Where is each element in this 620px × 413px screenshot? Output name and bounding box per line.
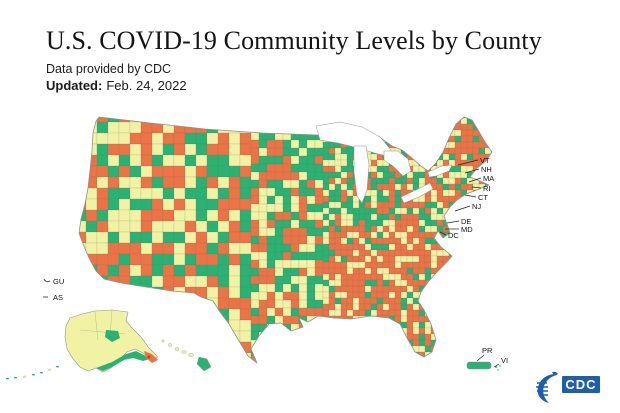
hawaii-island [161, 339, 165, 343]
label-ri: RI [483, 184, 491, 193]
guam-island-icon [43, 278, 51, 283]
alaska-inset [6, 309, 159, 380]
updated-date: Updated: Feb. 24, 2022 [46, 78, 187, 93]
virgin-islands [497, 369, 499, 371]
hhs-cdc-logo[interactable]: CDC [536, 371, 600, 403]
alaska-southcentral-cluster [144, 351, 158, 363]
leader-line-de [446, 220, 460, 224]
label-vi: VI [501, 356, 508, 365]
lake-michigan [353, 145, 370, 204]
data-source-text: Data provided by CDC [46, 62, 172, 76]
label-gu: GU [53, 277, 64, 286]
leader-line-ct [464, 194, 477, 198]
leader-line-dc [439, 231, 447, 236]
leader-line-vt [457, 159, 479, 166]
cdc-logo: CDC [562, 376, 600, 393]
lake-erie [400, 182, 434, 204]
hawaii-island [174, 347, 180, 351]
label-vt: VT [480, 156, 490, 165]
label-as: AS [53, 293, 63, 302]
lake-ontario [427, 164, 453, 178]
leader-line-ma [468, 177, 482, 183]
hawaii-island [168, 343, 172, 347]
label-nj: NJ [472, 202, 481, 211]
label-md: MD [461, 225, 473, 234]
hawaii-island [188, 353, 194, 357]
label-nh: NH [481, 165, 492, 174]
leader-line-nh [464, 168, 480, 174]
virgin-islands [499, 365, 501, 367]
great-lakes [315, 121, 453, 204]
label-dc: DC [448, 231, 459, 240]
leader-line-nj [454, 205, 471, 212]
hhs-eagle-icon [536, 371, 558, 403]
hawaii-big-island [196, 356, 212, 372]
label-ct: CT [478, 193, 488, 202]
lake-huron [383, 150, 412, 177]
updated-value: Feb. 24, 2022 [106, 78, 187, 93]
leader-line-vi [493, 363, 500, 368]
label-ma: MA [483, 174, 494, 183]
updated-label: Updated: [46, 78, 103, 93]
hawaii-inset [161, 339, 212, 372]
page-title: U.S. COVID-19 Community Levels by County [46, 26, 542, 55]
hawaii-island [181, 350, 187, 354]
label-de: DE [461, 217, 471, 226]
puerto-rico [466, 361, 492, 370]
us-outline [78, 116, 493, 364]
leader-line-pr [476, 354, 485, 362]
aleutian-islands [6, 366, 59, 380]
label-pr: PR [482, 346, 493, 355]
alaska-south-coast [96, 351, 150, 371]
cdc-logo-text: CDC [565, 377, 596, 392]
alaska-red-borough [147, 355, 151, 359]
territories [43, 278, 501, 371]
alaska-green-borough [105, 330, 120, 342]
leader-line-ri [471, 186, 482, 189]
